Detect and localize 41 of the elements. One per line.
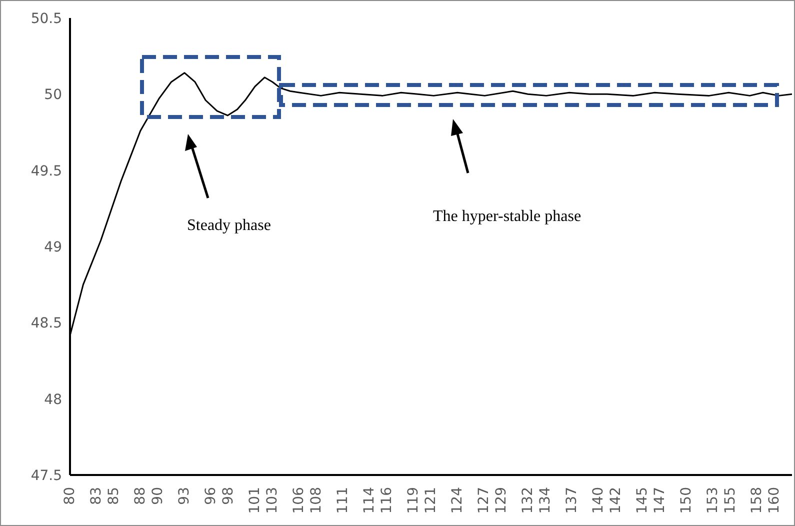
x-tick-label: 132 [520,487,536,514]
x-tick-label: 88 [132,487,148,505]
annotation: Steady phase [187,217,271,235]
x-tick-label: 90 [150,487,166,505]
y-tick-label: 47.5 [30,468,62,484]
x-tick-label: 103 [264,487,281,514]
x-tick-label: 155 [722,487,738,514]
x-tick-label: 114 [361,486,378,514]
x-tick-label: 158 [748,487,765,514]
x-tick-label: 119 [405,487,422,514]
x-tick-label: 134 [537,486,554,514]
y-tick-label: 48.5 [30,316,62,332]
x-tick-label: 121 [423,487,439,514]
y-tick-label: 50.5 [30,10,62,27]
x-tick-label: 137 [564,487,580,514]
x-tick-label: 93 [176,487,192,505]
y-tick-label: 48 [44,392,62,408]
y-tick-label: 49.5 [30,163,62,180]
x-tick-label: 160 [766,487,782,514]
x-tick-label: 85 [106,487,122,505]
x-tick-label: 147 [652,487,668,514]
x-tick-label: 108 [308,487,325,514]
x-tick-label: 150 [678,487,694,514]
x-tick-label: 101 [246,487,263,514]
x-tick-label: 145 [634,487,650,514]
x-tick-label: 129 [493,487,510,514]
x-tick-label: 142 [608,487,624,514]
x-tick-label: 80 [62,487,78,505]
x-tick-label: 83 [88,487,104,505]
x-tick-label: 153 [704,487,721,514]
y-tick-label: 49 [44,239,62,256]
x-tick-label: 127 [476,487,492,514]
x-tick-label: 106 [290,486,307,514]
x-tick-label: 116 [378,486,395,514]
x-tick-label: 140 [590,487,606,514]
x-tick-label: 98 [220,487,236,505]
x-tick-label: 96 [202,486,219,505]
annotation: The hyper-stable phase [433,208,582,226]
y-tick-label: 50 [44,87,62,104]
x-tick-label: 111 [334,487,351,514]
x-tick-label: 124 [449,486,466,514]
